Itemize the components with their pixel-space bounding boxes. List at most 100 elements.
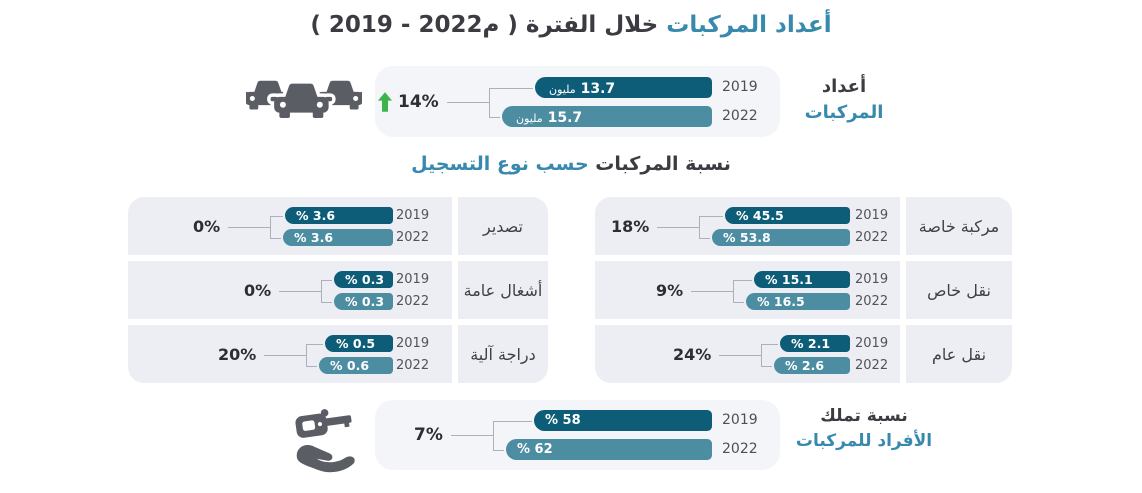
bar-value-label: 15.7مليون xyxy=(516,110,583,126)
connector-line xyxy=(699,237,710,239)
row-export-label: تصدير xyxy=(458,197,548,255)
bar-2019: % 2.1 xyxy=(780,335,850,352)
row-motorcycle-label: دراجة آلية xyxy=(458,325,548,383)
change-value: 0% xyxy=(193,217,221,236)
bar-2019: % 0.5 xyxy=(325,335,393,352)
year-label: 2022 xyxy=(396,230,430,245)
bar-2019: 13.7مليون xyxy=(535,77,712,98)
heading-line2: الأفراد للمركبات xyxy=(795,430,933,451)
connector-line xyxy=(264,354,306,356)
bar-value-label: 13.7مليون xyxy=(549,81,616,97)
bar-2019: % 0.3 xyxy=(334,271,393,288)
vehicle-counts-heading: أعداد المركبات xyxy=(788,74,900,126)
heading-line2: المركبات xyxy=(804,102,884,124)
connector-line xyxy=(279,290,321,292)
connector-line xyxy=(733,279,752,281)
cars-icon xyxy=(242,70,366,140)
year-label: 2019 xyxy=(722,79,758,95)
year-label: 2022 xyxy=(396,294,430,309)
row-motorcycle-bars: 20% % 0.5 % 0.6 2019 2022 xyxy=(128,325,452,383)
connector-line xyxy=(447,102,489,103)
arrow-up-icon xyxy=(378,92,392,112)
hand-key-icon xyxy=(288,401,368,477)
bar-2022: % 0.6 xyxy=(319,357,393,374)
registration-column-left: 0% % 3.6 % 3.6 2019 2022 تصدير 0% % 0.3 … xyxy=(128,197,548,383)
connector-line xyxy=(321,279,322,302)
connector-line xyxy=(321,301,332,303)
connector-line xyxy=(699,215,723,217)
connector-line xyxy=(691,290,733,292)
row-private-transport-bars: 9% % 15.1 % 16.5 2019 2022 xyxy=(595,261,900,319)
bar-2019: % 3.6 xyxy=(285,207,393,224)
change-value: 14% xyxy=(398,92,439,112)
page-title: أعداد المركبات خلال الفترة ( 2019 - 2022… xyxy=(0,12,1142,38)
connector-line xyxy=(270,215,283,217)
change-value: 18% xyxy=(611,217,650,236)
row-public-works-bars: 0% % 0.3 % 0.3 2019 2022 xyxy=(128,261,452,319)
bar-2022: % 53.8 xyxy=(712,229,850,246)
heading-line1: نسبة تملك xyxy=(820,406,908,426)
bar-2022: % 2.6 xyxy=(774,357,850,374)
connector-line xyxy=(733,301,744,303)
change-value: 9% xyxy=(656,281,684,300)
connector-line xyxy=(657,226,699,228)
heading-line1: أعداد xyxy=(821,76,867,97)
connector-line xyxy=(321,279,332,281)
row-private-vehicle-label: مركبة خاصة xyxy=(906,197,1012,255)
connector-line xyxy=(719,354,761,356)
connector-line xyxy=(306,343,323,345)
year-label: 2019 xyxy=(396,336,430,351)
change-value: 7% xyxy=(414,425,443,445)
page-title-highlight: أعداد المركبات xyxy=(666,12,832,38)
page-title-rest: خلال الفترة xyxy=(525,12,659,38)
connector-line xyxy=(493,449,504,451)
year-label: 2022 xyxy=(396,358,430,373)
connector-line xyxy=(761,343,778,345)
row-private-transport-label: نقل خاص xyxy=(906,261,1012,319)
connector-line xyxy=(761,365,772,367)
connector-line xyxy=(489,87,490,117)
connector-line xyxy=(699,215,700,238)
ownership-heading: نسبة تملك الأفراد للمركبات xyxy=(788,404,940,453)
ownership-change: 7% xyxy=(414,425,443,445)
year-label: 2022 xyxy=(855,294,889,309)
connector-line xyxy=(489,87,533,89)
connector-line xyxy=(493,420,532,422)
row-private-vehicle-bars: 18% % 45.5 % 53.8 2019 2022 xyxy=(595,197,900,255)
bar-2022: 15.7مليون xyxy=(502,106,712,127)
bar-2022: % 3.6 xyxy=(283,229,393,246)
year-label: 2019 xyxy=(396,272,430,287)
page-title-period: ( 2019 - 2022م ) xyxy=(310,12,518,38)
row-export-bars: 0% % 3.6 % 3.6 2019 2022 xyxy=(128,197,452,255)
connector-line xyxy=(451,435,493,436)
connector-line xyxy=(761,343,762,366)
change-value: 0% xyxy=(244,281,272,300)
bar-2022: % 62 xyxy=(506,439,712,460)
change-value: 24% xyxy=(673,345,712,364)
connector-line xyxy=(306,365,317,367)
bar-2019: % 45.5 xyxy=(725,207,850,224)
bar-2022: % 16.5 xyxy=(746,293,850,310)
connector-line xyxy=(493,420,494,450)
year-label: 2022 xyxy=(855,358,889,373)
connector-line xyxy=(489,116,500,118)
row-public-works-label: أشغال عامة xyxy=(458,261,548,319)
year-label: 2019 xyxy=(855,208,889,223)
connector-line xyxy=(733,279,734,302)
vehicle-counts-change: 14% xyxy=(378,92,439,112)
year-label: 2019 xyxy=(722,412,758,428)
ownership-panel: 7% % 58 % 62 2019 2022 xyxy=(375,400,780,470)
vehicle-counts-panel: 14% 13.7مليون 15.7مليون 2019 2022 xyxy=(375,66,780,137)
year-label: 2019 xyxy=(855,336,889,351)
row-public-transport-label: نقل عام xyxy=(906,325,1012,383)
connector-line xyxy=(270,237,281,239)
year-label: 2022 xyxy=(722,441,758,457)
year-label: 2022 xyxy=(855,230,889,245)
bar-2019: % 15.1 xyxy=(754,271,850,288)
year-label: 2022 xyxy=(722,108,758,124)
year-label: 2019 xyxy=(396,208,430,223)
change-value: 20% xyxy=(218,345,257,364)
row-public-transport-bars: 24% % 2.1 % 2.6 2019 2022 xyxy=(595,325,900,383)
year-label: 2019 xyxy=(855,272,889,287)
